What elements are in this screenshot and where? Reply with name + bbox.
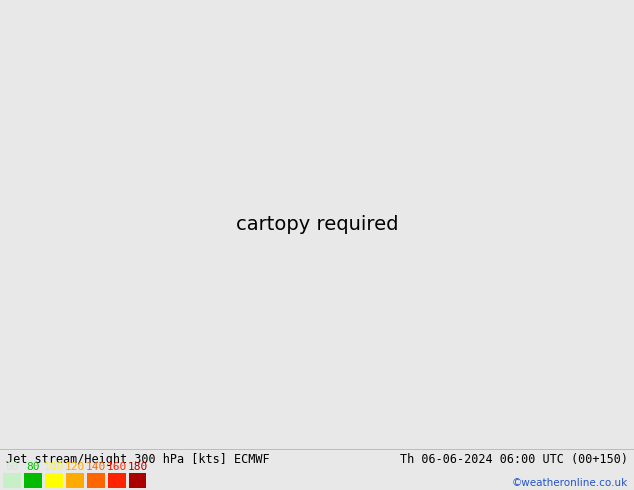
Bar: [87, 472, 105, 489]
Text: 60: 60: [5, 462, 19, 472]
Text: Th 06-06-2024 06:00 UTC (00+150): Th 06-06-2024 06:00 UTC (00+150): [399, 453, 628, 466]
Text: 160: 160: [107, 462, 127, 472]
Text: 140: 140: [86, 462, 106, 472]
Text: 120: 120: [65, 462, 85, 472]
Bar: [129, 472, 146, 489]
Bar: [45, 472, 63, 489]
Bar: [3, 472, 21, 489]
Bar: [66, 472, 84, 489]
Text: 80: 80: [26, 462, 40, 472]
Text: 180: 180: [127, 462, 148, 472]
Bar: [24, 472, 42, 489]
Text: ©weatheronline.co.uk: ©weatheronline.co.uk: [512, 478, 628, 488]
Bar: [108, 472, 126, 489]
Text: Jet stream/Height 300 hPa [kts] ECMWF: Jet stream/Height 300 hPa [kts] ECMWF: [6, 453, 270, 466]
Text: 100: 100: [44, 462, 64, 472]
Text: cartopy required: cartopy required: [236, 215, 398, 234]
